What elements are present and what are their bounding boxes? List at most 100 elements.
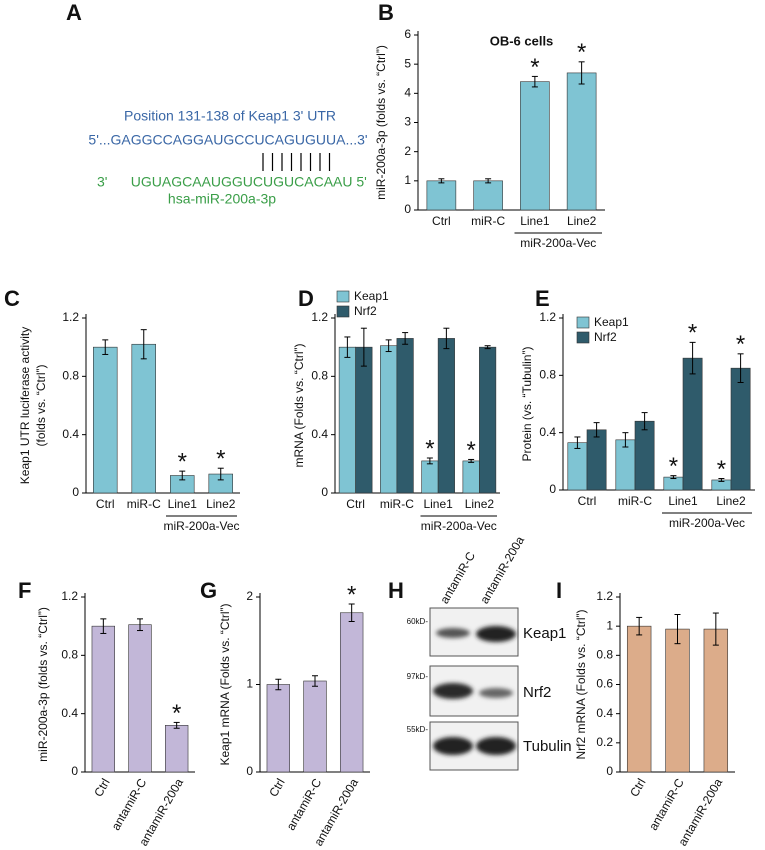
error-bar (593, 422, 600, 438)
group-label: miR-200a-Vec (421, 519, 497, 533)
bar (626, 625, 652, 773)
error-bar (636, 616, 643, 636)
legend-label: Keap1 (594, 315, 629, 329)
x-tick-label: Ctrl (91, 776, 112, 799)
error-bar (312, 675, 318, 687)
y-axis-label: Keap1 mRNA (Folds vs. “Ctrl”) (218, 603, 232, 765)
y-tick-label: 0 (246, 764, 253, 778)
error-bar (275, 678, 282, 691)
bar (426, 180, 457, 211)
y-tick-label: 6 (404, 27, 411, 41)
bar (437, 338, 455, 494)
bar (703, 628, 729, 773)
protein-label: Tubulin (523, 738, 572, 755)
panel-label: G (200, 578, 217, 603)
mirna-sequence: 3' UGUAGCAAUGGUCUGUCACAAU 5' (97, 174, 367, 190)
error-bar (484, 345, 491, 350)
blot (429, 607, 519, 771)
x-tick-label: Line2 (465, 497, 495, 511)
y-axis-label: Nrf2 mRNA (Folds vs. “Ctrl”) (574, 609, 588, 759)
significance-marker: * (216, 446, 225, 473)
y-tick-label: 0.4 (62, 427, 79, 441)
x-tick-label: miR-C (471, 214, 505, 228)
y-tick-label: 0.4 (596, 706, 613, 720)
x-tick-label: Ctrl (578, 494, 597, 508)
bar (566, 72, 597, 211)
utr-title: Position 131-138 of Keap1 3' UTR (124, 108, 336, 124)
y-tick-label: 0.8 (596, 648, 613, 662)
x-tick-label: antamiR-C (284, 776, 325, 833)
x-tick-label: Line1 (168, 497, 198, 511)
x-tick-label: Line2 (206, 497, 236, 511)
error-bar (140, 329, 147, 360)
error-bar (574, 436, 581, 449)
y-tick-label: 0.8 (539, 368, 556, 382)
panel-label: D (298, 286, 314, 311)
bar (682, 357, 703, 491)
significance-marker: * (425, 435, 434, 462)
group-label: miR-200a-Vec (163, 519, 239, 533)
bar (665, 628, 690, 773)
bar (567, 442, 588, 491)
bar (338, 346, 356, 494)
legend-label: Nrf2 (594, 330, 617, 344)
x-tick-label: Line1 (520, 214, 550, 228)
chart-title: OB-6 cells (490, 33, 554, 48)
x-tick-label: miR-C (380, 497, 414, 511)
x-tick-label: Ctrl (96, 497, 115, 511)
y-tick-label: 3 (404, 115, 411, 129)
x-tick-label: antamiR-C (646, 776, 687, 833)
bar (355, 346, 373, 494)
x-tick-label: miR-C (618, 494, 652, 508)
error-bar (173, 721, 180, 729)
bar (520, 81, 550, 211)
error-bar (443, 327, 450, 350)
error-bar (426, 457, 433, 465)
y-tick-label: 0 (71, 764, 78, 778)
error-bar (385, 339, 392, 353)
legend-label: Nrf2 (354, 304, 377, 318)
significance-marker: * (577, 39, 586, 66)
legend-label: Keap1 (354, 289, 389, 303)
error-bar (712, 612, 719, 646)
x-tick-label: miR-C (127, 497, 161, 511)
panel-label: E (535, 286, 550, 311)
bar (421, 460, 439, 494)
error-bar (360, 327, 367, 367)
y-tick-label: 1.2 (596, 589, 613, 603)
y-axis-label: miR-200a-3p (folds vs. “Ctrl”) (374, 45, 388, 200)
mirna-name: hsa-miR-200a-3p (168, 191, 276, 207)
error-bar (531, 75, 538, 88)
panel-label: C (4, 286, 20, 311)
group-label: miR-200a-Vec (669, 516, 745, 530)
error-bar (438, 178, 445, 184)
y-tick-label: 0 (549, 482, 556, 496)
x-tick-label: Ctrl (266, 776, 287, 799)
x-tick-label: Ctrl (346, 497, 365, 511)
y-tick-label: 0.4 (311, 427, 328, 441)
x-tick-label: Line2 (567, 214, 597, 228)
x-tick-label: Ctrl (432, 214, 451, 228)
y-axis-label: Protein (vs. “Tubulin”) (520, 347, 534, 462)
significance-marker: * (669, 453, 678, 480)
bar (131, 343, 156, 494)
bar (93, 346, 118, 494)
y-tick-label: 2 (246, 589, 253, 603)
error-bar (641, 412, 648, 431)
bar (339, 612, 364, 773)
error-bar (737, 353, 744, 383)
bar (473, 180, 503, 211)
bar (396, 338, 414, 494)
error-bar (689, 341, 696, 375)
x-tick-label: antamiR-C (109, 776, 150, 833)
y-tick-label: 0.8 (311, 369, 328, 383)
error-bar (622, 432, 629, 448)
group-label: miR-200a-Vec (520, 236, 596, 250)
size-marker: 55kD- (407, 725, 429, 734)
y-tick-label: 1 (246, 677, 253, 691)
y-tick-label: 0.2 (596, 735, 613, 749)
lane-label: antamiR-200a (477, 534, 527, 607)
protein-label: Nrf2 (523, 684, 551, 701)
significance-marker: * (347, 581, 356, 608)
